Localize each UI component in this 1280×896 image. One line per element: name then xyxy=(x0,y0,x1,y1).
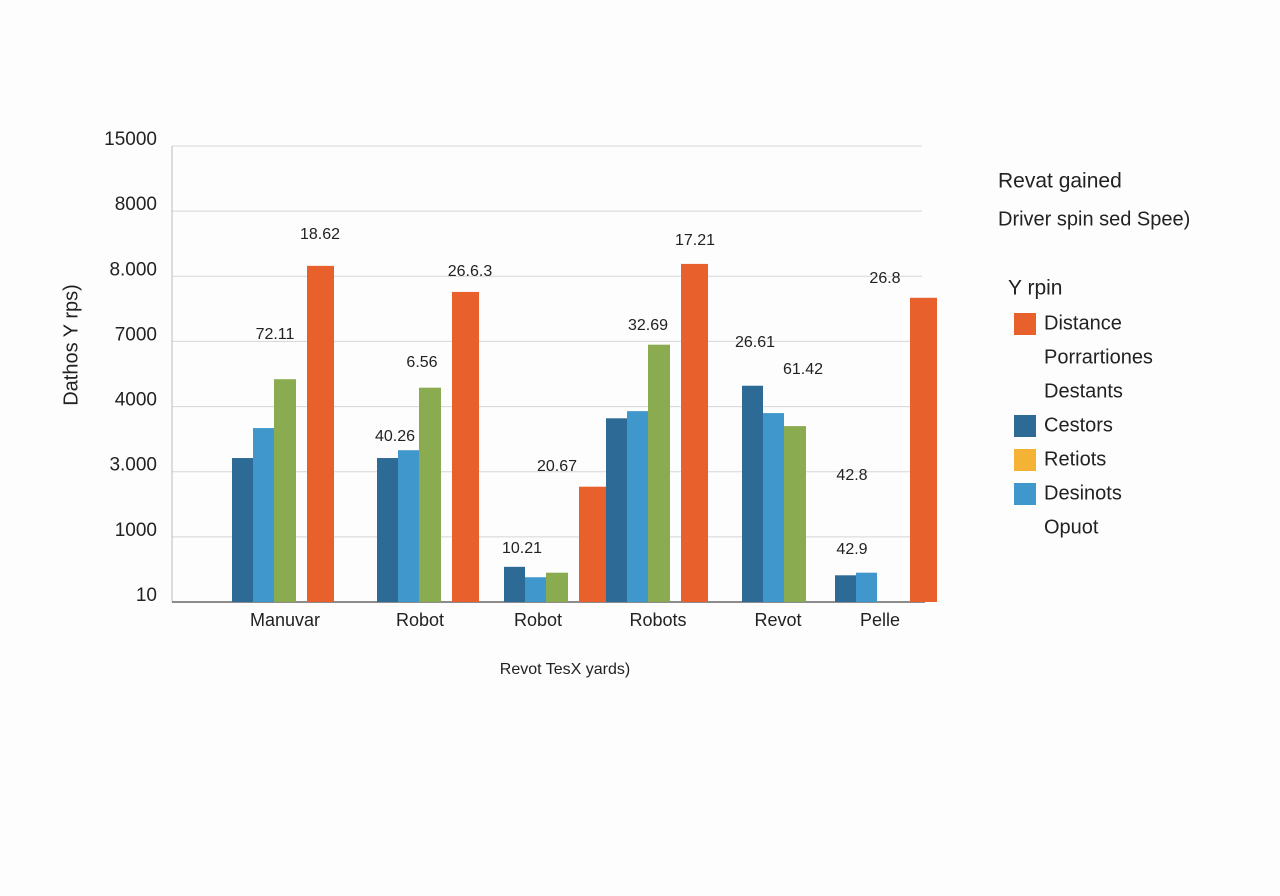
annotation: 72.11 xyxy=(256,326,295,343)
y-tick-label: 4000 xyxy=(115,390,157,411)
bar xyxy=(232,458,253,602)
chart-title: Revat gained xyxy=(998,170,1122,193)
x-tick-label: Robot xyxy=(396,610,444,630)
annotation: 40.26 xyxy=(375,428,415,445)
bar xyxy=(742,385,763,602)
x-tick-label: Pelle xyxy=(860,610,900,630)
annotation: 20.67 xyxy=(537,458,577,475)
legend-label: Desinots xyxy=(1044,482,1122,504)
y-tick-label: 8000 xyxy=(115,194,157,215)
annotation: 42.8 xyxy=(836,467,867,484)
annotation: 26.8 xyxy=(869,270,900,287)
bar xyxy=(398,450,419,602)
y-axis-label: Dathos Y rps) xyxy=(60,284,82,406)
legend-swatch xyxy=(1014,449,1036,471)
legend-swatch xyxy=(1014,415,1036,437)
bar xyxy=(504,566,525,602)
x-tick-label: Robot xyxy=(514,610,562,630)
bar xyxy=(681,263,708,602)
annotation: 32.69 xyxy=(628,317,668,334)
legend-label: Distance xyxy=(1044,312,1122,334)
y-tick-label: 8.000 xyxy=(109,259,157,280)
annotation: 18.62 xyxy=(300,226,340,243)
chart-subtitle: Driver spin sed Spee) xyxy=(998,208,1190,230)
legend-swatch xyxy=(1014,483,1036,505)
y-tick-label: 7000 xyxy=(115,324,157,345)
x-axis-label: Revot TesX yards) xyxy=(500,661,630,678)
annotation: 17.21 xyxy=(675,232,715,249)
bar xyxy=(546,572,568,602)
legend-label: Retiots xyxy=(1044,448,1106,470)
bar xyxy=(419,387,441,602)
bar xyxy=(835,575,856,602)
bar xyxy=(784,426,806,602)
legend-label: Cestors xyxy=(1044,414,1113,436)
bar xyxy=(856,572,877,602)
bar xyxy=(307,265,334,602)
legend-label: Opuot xyxy=(1044,516,1099,538)
y-tick-label: 3.000 xyxy=(109,455,157,476)
annotation: 6.56 xyxy=(406,354,437,371)
annotation: 42.9 xyxy=(836,541,867,558)
bar xyxy=(253,428,274,602)
x-tick-label: Robots xyxy=(629,610,686,630)
annotation: 10.21 xyxy=(502,540,542,557)
legend-swatch xyxy=(1014,313,1036,335)
bar xyxy=(627,411,648,602)
y-tick-label: 1000 xyxy=(115,520,157,541)
legend-label: Porrartiones xyxy=(1044,346,1153,368)
x-tick-label: Revot xyxy=(754,610,801,630)
legend-title: Y rpin xyxy=(1008,277,1062,300)
annotation: 26.61 xyxy=(735,334,775,351)
y-tick-label: 15000 xyxy=(104,129,157,150)
bar xyxy=(579,486,606,602)
annotation: 61.42 xyxy=(783,361,823,378)
bar xyxy=(910,297,937,602)
x-tick-label: Manuvar xyxy=(250,610,320,630)
bar xyxy=(274,379,296,602)
bar xyxy=(606,418,627,602)
bar xyxy=(452,291,479,602)
legend-label: Destants xyxy=(1044,380,1123,402)
bar xyxy=(525,577,546,602)
annotation: 26.6.3 xyxy=(448,263,493,280)
y-tick-label: 10 xyxy=(136,585,157,606)
bar xyxy=(648,344,670,602)
bar xyxy=(377,458,398,602)
bar xyxy=(763,413,784,602)
